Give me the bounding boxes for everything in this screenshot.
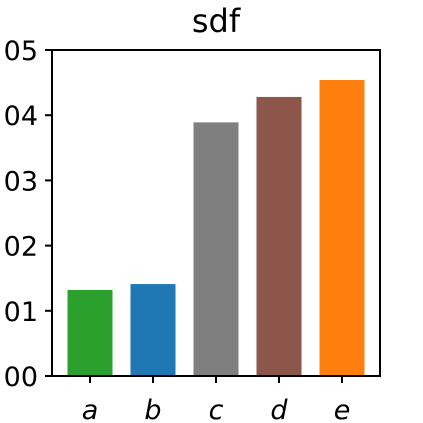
x-tick-label: c	[209, 395, 224, 423]
y-axis: 00 01 02 03 04 05	[4, 36, 52, 393]
y-tick-label: 04	[4, 101, 38, 132]
x-tick-label: b	[144, 395, 161, 423]
bar-a	[67, 289, 113, 376]
y-tick-label: 03	[4, 166, 38, 197]
y-tick-label: 05	[4, 36, 38, 67]
bar-d	[256, 96, 302, 376]
y-tick-label: 00	[4, 362, 38, 393]
chart-title: sdf	[192, 2, 241, 40]
x-tick-label: e	[334, 395, 351, 423]
bars-group	[67, 79, 365, 376]
x-tick-label: a	[82, 395, 99, 423]
bar-c	[193, 122, 239, 376]
bar-b	[130, 284, 176, 376]
y-tick-label: 02	[4, 232, 38, 263]
bar-e	[319, 79, 365, 376]
y-tick-label: 01	[4, 297, 38, 328]
x-axis: a b c d e	[82, 376, 351, 423]
x-tick-label: d	[270, 395, 288, 423]
plot-frame	[51, 49, 381, 377]
